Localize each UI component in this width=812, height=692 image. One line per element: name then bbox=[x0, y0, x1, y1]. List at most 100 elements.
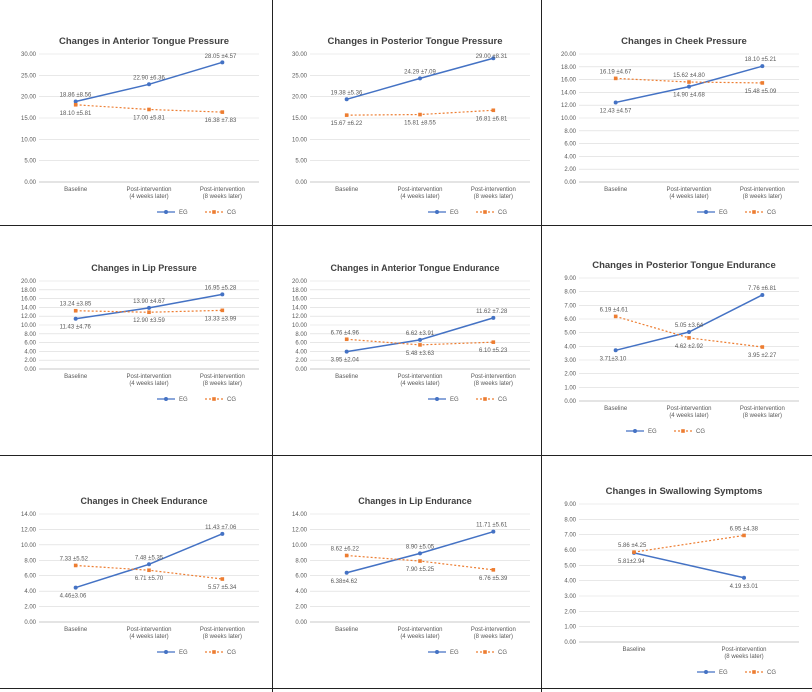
data-label-cg: 13.33 ±3.99 bbox=[205, 316, 237, 322]
x-tick-label: Post-intervention bbox=[740, 406, 785, 412]
legend-marker-cg bbox=[752, 210, 756, 214]
y-tick-label: 4.00 bbox=[564, 579, 576, 585]
x-tick-label: (8 weeks later) bbox=[743, 194, 782, 200]
data-point-eg bbox=[220, 292, 225, 297]
data-label-eg: 5.05 ±3.64 bbox=[675, 323, 704, 329]
legend-label-eg: EG bbox=[450, 650, 459, 656]
y-tick-label: 12.00 bbox=[21, 314, 37, 320]
y-tick-label: 0.00 bbox=[564, 640, 576, 646]
chart-title: Changes in Lip Endurance bbox=[358, 496, 472, 506]
data-label-cg: 17.00 ±5.81 bbox=[133, 115, 165, 121]
chart-panel-anterior-tongue-pressure: Changes in Anterior Tongue Pressure 0.00 5… bbox=[5, 30, 267, 220]
data-label-cg: 15.67 ±6.22 bbox=[331, 121, 363, 127]
chart-panel-lip-pressure: Changes in Lip Pressure 0.00 2.00 4.00 6.00 8… bbox=[5, 257, 267, 407]
data-point-cg bbox=[613, 76, 618, 81]
y-tick-label: 25.00 bbox=[21, 73, 37, 79]
chart-changes-in-posterior-tongue-endurance: Changes in Posterior Tongue Endurance 0.0… bbox=[564, 260, 799, 435]
x-tick-label: Post-intervention bbox=[126, 374, 171, 380]
y-tick-label: 7.00 bbox=[564, 533, 576, 539]
x-tick-label: Post-intervention bbox=[200, 627, 245, 633]
y-tick-label: 4.00 bbox=[295, 589, 307, 595]
data-label-eg: 7.76 ±6.81 bbox=[748, 286, 777, 292]
y-tick-label: 2.00 bbox=[295, 605, 307, 611]
legend-label-eg: EG bbox=[648, 429, 657, 435]
y-tick-label: 10.00 bbox=[292, 323, 308, 329]
data-point-eg bbox=[687, 329, 691, 334]
y-tick-label: 6.00 bbox=[295, 341, 307, 347]
data-label-eg: 13.90 ±4.67 bbox=[133, 299, 165, 305]
data-point-cg bbox=[220, 308, 225, 313]
y-tick-label: 1.00 bbox=[564, 385, 576, 391]
legend-marker-cg bbox=[212, 210, 216, 214]
x-tick-label: (8 weeks later) bbox=[724, 654, 763, 660]
legend-marker-cg bbox=[681, 429, 685, 433]
y-tick-label: 10.00 bbox=[561, 116, 577, 122]
series-line-cg bbox=[633, 534, 745, 553]
legend-label-cg: CG bbox=[498, 397, 507, 403]
data-point-cg bbox=[147, 568, 151, 573]
y-tick-label: 8.00 bbox=[295, 332, 307, 338]
legend-label-eg: EG bbox=[179, 650, 188, 656]
x-tick-label: Post-intervention bbox=[397, 374, 442, 380]
data-label-cg: 15.48 ±5.09 bbox=[745, 89, 777, 95]
grid-divider-horizontal-2 bbox=[0, 455, 812, 456]
grid-divider-horizontal-1 bbox=[0, 225, 812, 226]
data-label-cg: 6.19 ±4.61 bbox=[600, 307, 629, 313]
data-point-eg bbox=[491, 56, 496, 61]
series-line-eg bbox=[633, 552, 745, 579]
y-tick-label: 10.00 bbox=[21, 543, 37, 549]
grid-divider-bottom bbox=[0, 688, 812, 689]
y-tick-label: 14.00 bbox=[292, 305, 308, 311]
x-tick-label: Post-intervention bbox=[721, 647, 766, 653]
chart-panel-swallowing-symptoms: Changes in Swallowing Symptoms 0.00 1.00 2.… bbox=[545, 480, 807, 680]
data-label-eg: 19.38 ±5.36 bbox=[331, 90, 363, 96]
y-tick-label: 5.00 bbox=[24, 159, 36, 165]
data-point-cg bbox=[760, 345, 765, 349]
x-tick-label: (8 weeks later) bbox=[203, 634, 242, 640]
y-tick-label: 8.00 bbox=[24, 332, 36, 338]
y-tick-label: 20.00 bbox=[561, 52, 577, 58]
chart-title: Changes in Cheek Endurance bbox=[80, 496, 207, 506]
data-label-eg: 4.19 ±3.01 bbox=[730, 584, 759, 590]
y-tick-label: 4.00 bbox=[564, 154, 576, 160]
y-tick-label: 18.00 bbox=[21, 288, 37, 294]
y-tick-label: 6.00 bbox=[295, 574, 307, 580]
y-tick-label: 6.00 bbox=[564, 317, 576, 323]
data-label-cg: 8.62 ±6.22 bbox=[331, 547, 360, 553]
data-point-cg bbox=[632, 550, 636, 554]
data-point-eg bbox=[760, 292, 765, 297]
y-tick-label: 9.00 bbox=[564, 276, 576, 282]
legend-marker-eg bbox=[704, 670, 708, 674]
y-tick-label: 10.00 bbox=[292, 137, 308, 143]
chart-title: Changes in Posterior Tongue Endurance bbox=[592, 260, 776, 271]
data-label-eg: 12.43 ±4.57 bbox=[600, 108, 632, 114]
y-tick-label: 0.00 bbox=[24, 620, 36, 626]
y-tick-label: 0.00 bbox=[564, 180, 576, 186]
x-tick-label: (4 weeks later) bbox=[400, 194, 439, 200]
y-tick-label: 8.00 bbox=[295, 558, 307, 564]
data-label-cg: 5.57 ±5.34 bbox=[208, 585, 237, 591]
y-tick-label: 7.00 bbox=[564, 303, 576, 309]
data-label-eg: 5.81±2.94 bbox=[618, 559, 645, 565]
data-label-eg: 7.48 ±5.35 bbox=[135, 555, 164, 561]
data-label-eg: 3.95 ±2.04 bbox=[331, 358, 360, 364]
x-tick-label: Baseline bbox=[335, 374, 359, 380]
data-point-eg bbox=[418, 337, 422, 342]
x-tick-label: Baseline bbox=[622, 647, 646, 653]
x-tick-label: (8 weeks later) bbox=[474, 194, 513, 200]
data-point-cg bbox=[491, 568, 496, 572]
chart-changes-in-lip-pressure: Changes in Lip Pressure 0.00 2.00 4.00 6.00 8… bbox=[21, 263, 259, 403]
chart-changes-in-cheek-pressure: Changes in Cheek Pressure 0.00 2.00 4.00 6.0… bbox=[561, 36, 799, 216]
y-tick-label: 9.00 bbox=[564, 502, 576, 508]
data-label-cg: 6.10 ±5.23 bbox=[479, 348, 508, 354]
y-tick-label: 30.00 bbox=[292, 52, 308, 58]
y-tick-label: 0.00 bbox=[564, 399, 576, 405]
y-tick-label: 12.00 bbox=[561, 103, 577, 109]
chart-changes-in-cheek-endurance: Changes in Cheek Endurance 0.00 2.00 4.00 6.… bbox=[21, 496, 259, 656]
chart-changes-in-anterior-tongue-endurance: Changes in Anterior Tongue Endurance 0.00… bbox=[292, 263, 530, 403]
y-tick-label: 0.00 bbox=[24, 367, 36, 373]
x-tick-label: Post-intervention bbox=[200, 187, 245, 193]
y-tick-label: 3.00 bbox=[564, 594, 576, 600]
data-point-cg bbox=[220, 577, 225, 581]
data-label-eg: 6.38±4.62 bbox=[331, 579, 358, 585]
